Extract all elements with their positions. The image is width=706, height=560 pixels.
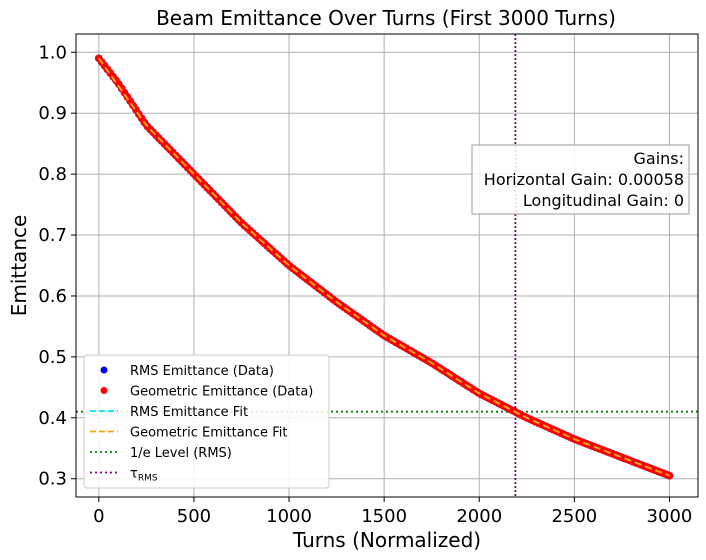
legend: RMS Emittance (Data) Geometric Emittance … [83,354,330,489]
legend-label: 1/e Level (RMS) [130,446,232,461]
legend-box [83,354,330,489]
axis-ticks: 0 500 1000 1500 2000 2500 3000 0.3 0.4 0.5 0.6 0.7 0… [38,42,692,527]
x-tick-label: 2500 [551,506,597,527]
y-tick-label: 0.8 [38,164,67,185]
legend-marker [100,387,108,394]
legend-label: RMS Emittance (Data) [130,364,274,379]
x-tick-label: 0 [93,506,104,527]
plot-frame [75,33,699,498]
y-tick-label: 0.4 [38,408,67,429]
x-tick-label: 2000 [456,506,502,527]
y-tick-label: 0.6 [38,286,67,307]
y-tick-label: 0.3 [38,469,67,490]
x-tick-label: 1500 [361,506,407,527]
x-tick-label: 1000 [266,506,312,527]
legend-marker [100,366,108,374]
legend-label: τRMS [130,467,158,484]
gains-line: Horizontal Gain: 0.00058 [484,170,684,189]
y-tick-label: 0.7 [38,225,67,246]
legend-label: Geometric Emittance Fit [130,426,287,441]
legend-label-subscript: RMS [138,474,158,484]
x-tick-label: 3000 [647,506,693,527]
data-series [95,54,674,480]
gains-line: Gains: [633,149,684,168]
gains-line: Longitudinal Gain: 0 [523,191,684,210]
gains-box [471,144,690,215]
legend-label: RMS Emittance Fit [130,405,248,420]
legend-label-base: τ [130,467,138,482]
y-tick-label: 1.0 [38,42,67,63]
geometric-fit-line [98,57,670,477]
x-axis-title: Turns (Normalized) [292,528,481,552]
chart-title: Beam Emittance Over Turns (First 3000 Tu… [156,6,616,30]
y-axis-title: Emittance [7,215,31,317]
legend-label: Geometric Emittance (Data) [130,385,313,400]
gains-annotation: Gains: Horizontal Gain: 0.00058 Longitudin… [471,144,690,215]
y-tick-label: 0.5 [38,347,67,368]
x-tick-label: 500 [177,506,211,527]
y-tick-label: 0.9 [38,103,67,124]
reference-lines [76,34,698,497]
